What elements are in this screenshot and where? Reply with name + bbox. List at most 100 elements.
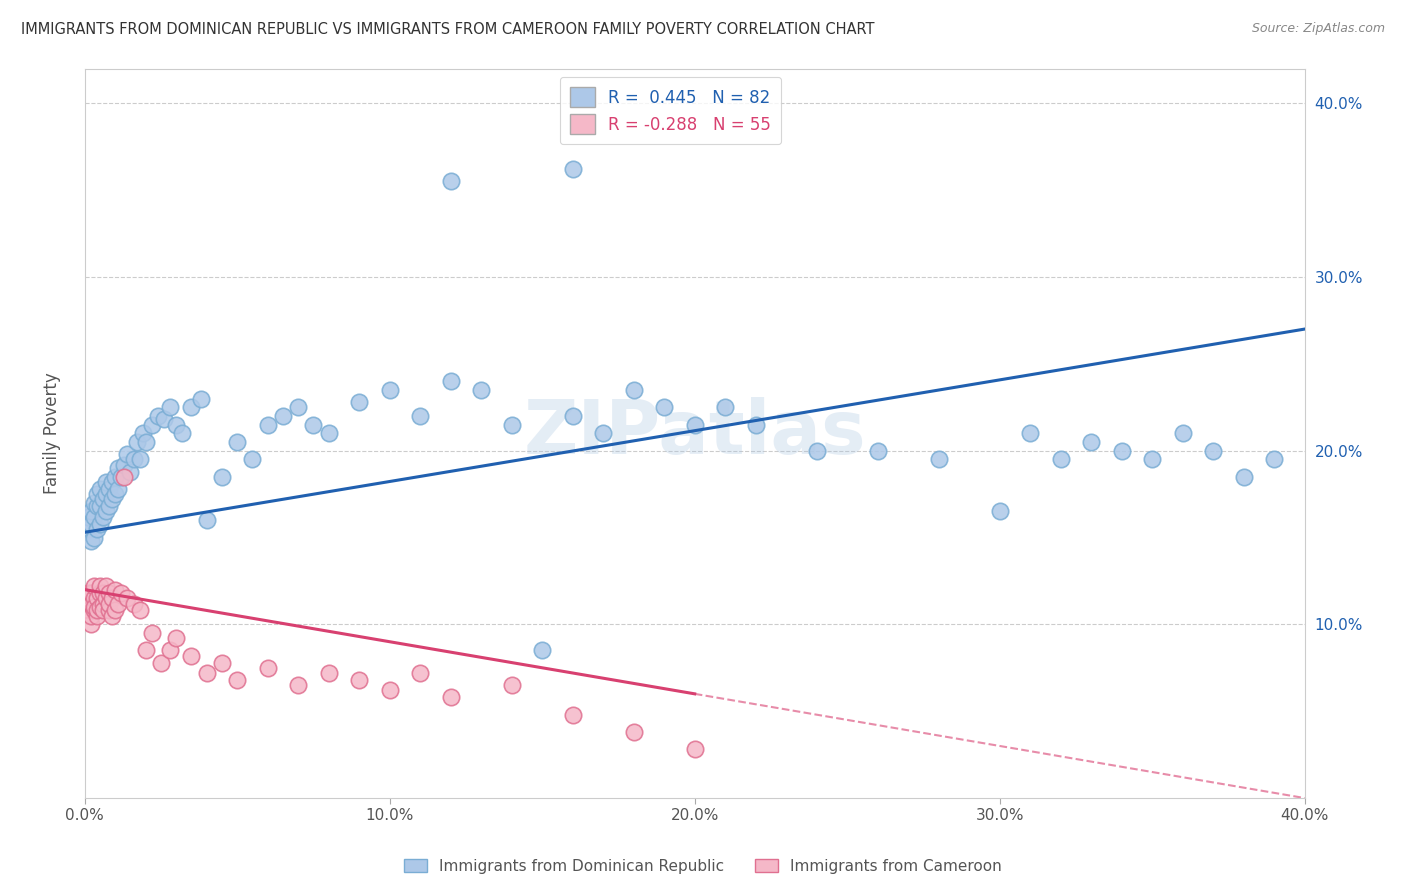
Point xyxy=(98,603,121,617)
Point xyxy=(378,683,401,698)
Point xyxy=(1263,452,1285,467)
Point xyxy=(83,603,105,617)
Point xyxy=(1171,426,1194,441)
Point xyxy=(80,608,103,623)
Point xyxy=(714,401,737,415)
Point xyxy=(1111,443,1133,458)
Point xyxy=(470,383,492,397)
Point xyxy=(347,673,370,687)
Point xyxy=(141,626,163,640)
Point xyxy=(122,597,145,611)
Point xyxy=(80,597,103,611)
Point xyxy=(107,482,129,496)
Point xyxy=(172,426,194,441)
Point xyxy=(80,533,103,548)
Point xyxy=(180,401,202,415)
Text: Source: ZipAtlas.com: Source: ZipAtlas.com xyxy=(1251,22,1385,36)
Point xyxy=(146,409,169,423)
Point xyxy=(98,500,121,514)
Point xyxy=(1140,452,1163,467)
Point xyxy=(89,516,111,531)
Point xyxy=(98,597,121,611)
Point xyxy=(110,586,132,600)
Point xyxy=(76,586,98,600)
Point xyxy=(683,742,706,756)
Point xyxy=(1019,426,1042,441)
Point xyxy=(531,643,554,657)
Point xyxy=(153,412,176,426)
Point xyxy=(86,591,108,606)
Point xyxy=(226,673,249,687)
Point xyxy=(928,452,950,467)
Text: IMMIGRANTS FROM DOMINICAN REPUBLIC VS IMMIGRANTS FROM CAMEROON FAMILY POVERTY CO: IMMIGRANTS FROM DOMINICAN REPUBLIC VS IM… xyxy=(21,22,875,37)
Point xyxy=(318,665,340,680)
Point xyxy=(76,522,98,536)
Point xyxy=(190,392,212,406)
Point xyxy=(287,401,309,415)
Point xyxy=(128,603,150,617)
Y-axis label: Family Poverty: Family Poverty xyxy=(44,373,60,494)
Point xyxy=(91,492,114,507)
Point xyxy=(159,401,181,415)
Point xyxy=(135,434,157,449)
Point xyxy=(347,395,370,409)
Point xyxy=(83,599,105,614)
Point xyxy=(91,509,114,524)
Point xyxy=(80,504,103,518)
Point xyxy=(378,383,401,397)
Point xyxy=(440,374,463,388)
Point xyxy=(89,586,111,600)
Point xyxy=(592,426,614,441)
Point xyxy=(80,516,103,531)
Point xyxy=(135,643,157,657)
Point xyxy=(86,522,108,536)
Point xyxy=(112,469,135,483)
Point xyxy=(180,648,202,663)
Point xyxy=(76,591,98,606)
Point xyxy=(83,496,105,510)
Point xyxy=(226,434,249,449)
Point xyxy=(256,661,278,675)
Point xyxy=(806,443,828,458)
Point xyxy=(112,458,135,472)
Point xyxy=(623,725,645,739)
Point xyxy=(165,632,187,646)
Point xyxy=(104,603,127,617)
Point xyxy=(94,504,117,518)
Point xyxy=(94,487,117,501)
Point xyxy=(501,417,523,432)
Point xyxy=(131,426,153,441)
Point xyxy=(98,586,121,600)
Point xyxy=(1049,452,1071,467)
Point xyxy=(409,409,432,423)
Point xyxy=(866,443,889,458)
Point xyxy=(159,643,181,657)
Point xyxy=(86,500,108,514)
Point xyxy=(128,452,150,467)
Point xyxy=(83,591,105,606)
Point xyxy=(101,591,124,606)
Point xyxy=(242,452,264,467)
Point xyxy=(623,383,645,397)
Point xyxy=(80,586,103,600)
Point xyxy=(104,582,127,597)
Point xyxy=(141,417,163,432)
Point xyxy=(86,608,108,623)
Point xyxy=(211,469,233,483)
Point xyxy=(94,579,117,593)
Point xyxy=(91,597,114,611)
Point xyxy=(76,509,98,524)
Legend: Immigrants from Dominican Republic, Immigrants from Cameroon: Immigrants from Dominican Republic, Immi… xyxy=(398,853,1008,880)
Point xyxy=(94,475,117,489)
Text: ZIPatlas: ZIPatlas xyxy=(523,397,866,470)
Point xyxy=(561,162,583,177)
Point xyxy=(94,591,117,606)
Point xyxy=(89,482,111,496)
Point xyxy=(117,447,139,461)
Point xyxy=(271,409,294,423)
Point xyxy=(83,579,105,593)
Point xyxy=(89,599,111,614)
Point xyxy=(256,417,278,432)
Point xyxy=(86,487,108,501)
Point xyxy=(683,417,706,432)
